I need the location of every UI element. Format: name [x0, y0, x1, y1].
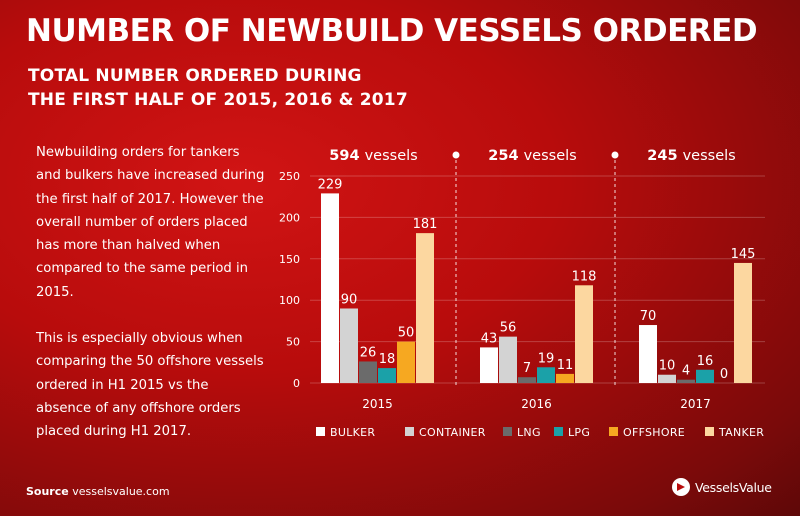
- bar-lng-2015: [359, 361, 377, 383]
- legend-swatch-bulker: [316, 427, 325, 436]
- bar-value-label: 50: [398, 326, 415, 341]
- bar-container-2016: [499, 336, 517, 383]
- source-note: Source vesselsvalue.com: [26, 485, 170, 498]
- bar-value-label: 181: [413, 217, 438, 232]
- bar-value-label: 7: [523, 361, 531, 376]
- legend-swatch-tanker: [705, 427, 714, 436]
- bar-value-label: 26: [360, 345, 377, 360]
- x-tick-label: 2015: [362, 397, 393, 411]
- bar-value-label: 90: [341, 292, 358, 307]
- source-value: vesselsvalue.com: [72, 485, 170, 498]
- bar-value-label: 10: [659, 359, 676, 374]
- bar-tanker-2017: [734, 262, 752, 383]
- legend-swatch-container: [405, 427, 414, 436]
- bar-tanker-2016: [575, 285, 593, 383]
- bar-value-label: 18: [379, 352, 396, 367]
- legend-label: CONTAINER: [419, 426, 486, 439]
- group-total-label-2017: 245 vessels: [647, 148, 735, 164]
- separator-dot: [452, 151, 460, 159]
- legend-swatch-lpg: [554, 427, 563, 436]
- legend-label: TANKER: [718, 426, 764, 439]
- bar-bulker-2016: [480, 347, 498, 383]
- bar-value-label: 11: [557, 358, 574, 373]
- description-paragraph-2: This is especially obvious when comparin…: [36, 331, 264, 440]
- bar-value-label: 16: [697, 354, 714, 369]
- legend-label: BULKER: [330, 426, 375, 439]
- bar-lpg-2017: [696, 369, 714, 383]
- bar-value-label: 70: [640, 309, 657, 324]
- y-tick-label: 50: [286, 336, 300, 349]
- x-tick-label: 2016: [521, 397, 552, 411]
- group-total-label-2016: 254 vessels: [488, 148, 576, 164]
- bar-value-label: 19: [538, 351, 555, 366]
- x-tick-label: 2017: [680, 397, 711, 411]
- vesselsvalue-logo: VesselsValue: [672, 478, 772, 496]
- bar-bulker-2017: [639, 325, 657, 383]
- legend-label: OFFSHORE: [623, 426, 685, 439]
- bar-lpg-2016: [537, 367, 555, 383]
- source-label: Source: [26, 485, 69, 498]
- bar-lng-2017: [677, 379, 695, 383]
- bar-value-label: 4: [682, 364, 690, 379]
- legend-swatch-lng: [503, 427, 512, 436]
- y-tick-label: 0: [293, 377, 300, 390]
- bar-tanker-2015: [416, 233, 434, 383]
- bar-value-label: 145: [731, 247, 756, 262]
- y-tick-label: 250: [279, 170, 300, 183]
- logo-mark-icon: [672, 478, 690, 496]
- subtitle-line-1: TOTAL NUMBER ORDERED DURING: [28, 66, 362, 86]
- bar-bulker-2015: [321, 193, 339, 383]
- bar-value-label: 56: [500, 321, 517, 336]
- bar-value-label: 0: [720, 367, 728, 382]
- description: Newbuilding orders for tankers and bulke…: [36, 141, 266, 467]
- description-paragraph-1: Newbuilding orders for tankers and bulke…: [36, 145, 265, 300]
- legend-label: LPG: [568, 426, 590, 439]
- subtitle: TOTAL NUMBER ORDERED DURING THE FIRST HA…: [28, 64, 408, 112]
- bar-lng-2016: [518, 377, 536, 383]
- group-total-label-2015: 594 vessels: [329, 148, 417, 164]
- legend-swatch-offshore: [609, 427, 618, 436]
- y-tick-label: 100: [279, 294, 300, 307]
- subtitle-line-2: THE FIRST HALF OF 2015, 2016 & 2017: [28, 90, 408, 110]
- logo-text: VesselsValue: [695, 479, 772, 495]
- y-tick-label: 150: [279, 253, 300, 266]
- y-tick-label: 200: [279, 211, 300, 224]
- separator-dot: [611, 151, 619, 159]
- page-title: NUMBER OF NEWBUILD VESSELS ORDERED: [26, 13, 758, 49]
- bar-value-label: 118: [572, 269, 597, 284]
- bar-value-label: 43: [481, 331, 498, 346]
- bar-value-label: 229: [318, 177, 343, 192]
- bar-container-2015: [340, 308, 358, 383]
- bar-offshore-2016: [556, 373, 574, 383]
- bar-container-2017: [658, 374, 676, 383]
- legend-label: LNG: [517, 426, 541, 439]
- bar-offshore-2015: [397, 341, 415, 383]
- bar-lpg-2015: [378, 368, 396, 383]
